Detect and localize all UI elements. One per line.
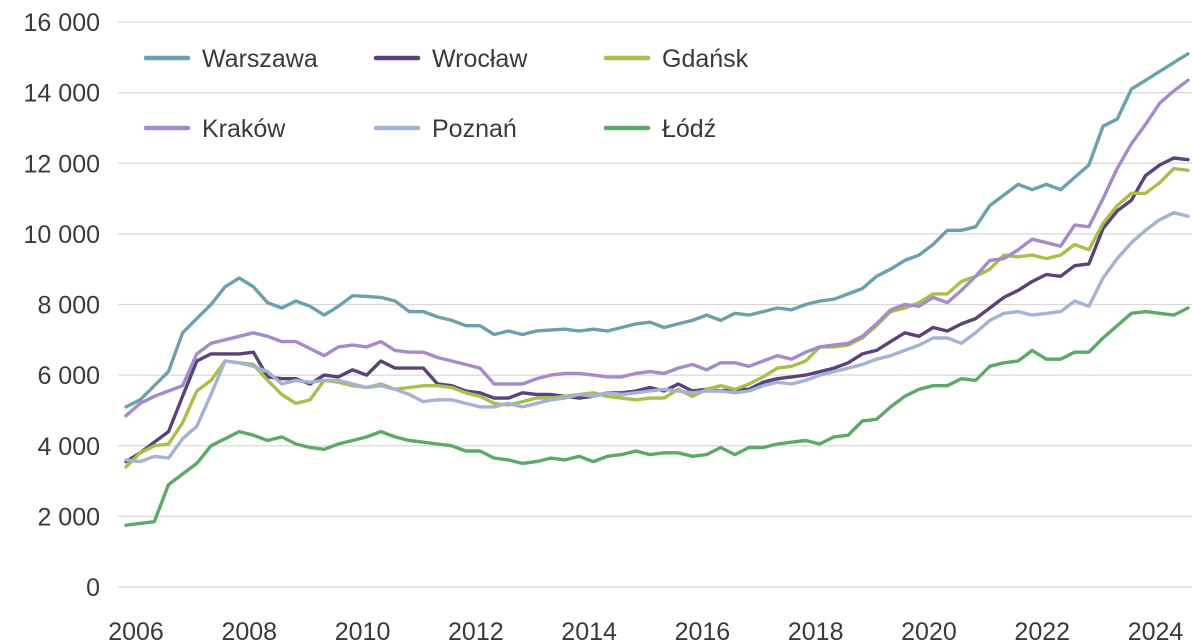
series-line-gdańsk [124,166,1190,469]
legend-label: Poznań [432,115,517,143]
y-tick-label: 2 000 [37,503,100,531]
x-tick-label: 2010 [335,618,391,644]
series-line-łódź [124,306,1190,527]
y-tick-label: 12 000 [24,150,100,178]
y-tick-label: 4 000 [37,433,100,461]
y-tick-label: 10 000 [24,221,100,249]
x-axis-tick-labels: 2006 2008 2010 2012 2014 2016 2018 2020 2022 2024 [108,618,1183,644]
legend-label: Gdańsk [662,45,749,73]
series-line-poznań [124,210,1190,464]
legend-label: Warszawa [202,45,318,73]
grid-lines [118,21,1192,588]
x-tick-label: 2016 [675,618,731,644]
x-tick-label: 2006 [108,618,164,644]
y-tick-label: 16 000 [24,9,100,37]
legend-item-poznań: Poznań [373,115,517,143]
legend-item-kraków: Kraków [143,115,286,143]
legend-label: Łódź [662,115,716,143]
series-lines [124,52,1190,527]
y-axis-tick-labels: 0 2 000 4 000 6 000 8 000 10 000 12 000 14 000 1… [24,9,100,602]
x-tick-label: 2020 [901,618,957,644]
legend-label: Kraków [202,115,286,143]
series-line-wrocław [124,156,1190,464]
x-tick-label: 2008 [221,618,277,644]
x-tick-label: 2024 [1128,618,1184,644]
y-tick-label: 6 000 [37,362,100,390]
y-tick-label: 14 000 [24,80,100,108]
legend-label: Wrocław [432,45,528,73]
x-tick-label: 2014 [561,618,617,644]
y-tick-label: 0 [86,574,100,602]
legend-item-gdańsk: Gdańsk [603,45,749,73]
x-tick-label: 2018 [788,618,844,644]
series-line-kraków [124,78,1190,418]
series-line-warszawa [124,52,1190,409]
legend-item-łódź: Łódź [603,115,716,143]
legend-item-warszawa: Warszawa [143,45,318,73]
legend-item-wrocław: Wrocław [373,45,528,73]
legend: Warszawa Wrocław Gdańsk Kraków Poznań Łódź [143,45,749,143]
y-tick-label: 8 000 [37,292,100,320]
x-tick-label: 2022 [1014,618,1070,644]
x-tick-label: 2012 [448,618,504,644]
